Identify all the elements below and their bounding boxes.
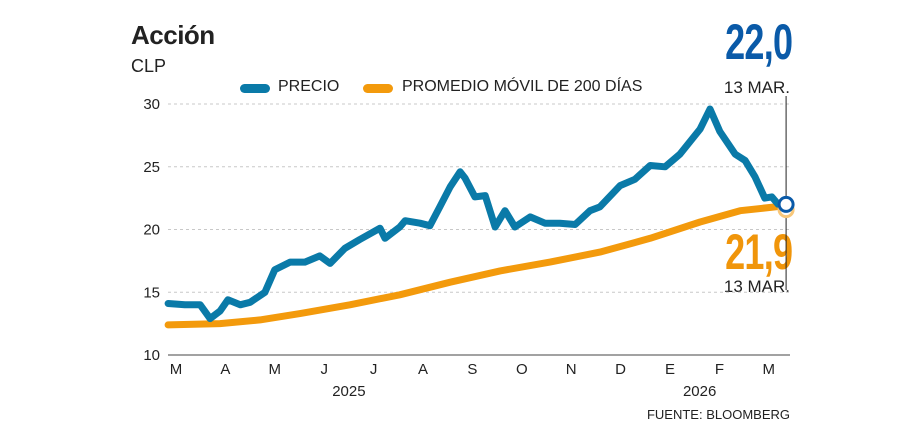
x-tick-label: F [715, 361, 724, 378]
last-price-date: 13 MAR. [723, 78, 790, 97]
y-tick-label: 30 [143, 96, 160, 113]
x-tick-label: M [269, 361, 282, 378]
chart-title: Acción [131, 20, 215, 50]
price-line [164, 105, 790, 323]
y-tick-label: 10 [143, 347, 160, 364]
x-tick-label: E [665, 361, 675, 378]
x-tick-label: O [516, 361, 528, 378]
last-ma-value: 21,9 [724, 224, 793, 280]
year-label: 2026 [683, 383, 716, 400]
price-end-marker [777, 195, 795, 213]
legend-label-ma: PROMEDIO MÓVIL DE 200 DÍAS [402, 78, 643, 95]
y-tick-label: 15 [143, 284, 160, 301]
x-tick-label: A [220, 361, 230, 378]
x-tick-label: A [418, 361, 428, 378]
x-tick-label: N [566, 361, 577, 378]
y-tick-label: 25 [143, 159, 160, 176]
last-price-value: 22,0 [724, 14, 793, 70]
y-tick-label: 20 [143, 222, 160, 239]
year-label: 2025 [332, 383, 365, 400]
x-tick-label: D [615, 361, 626, 378]
x-tick-label: M [170, 361, 183, 378]
legend-swatch-price [240, 84, 270, 93]
x-tick-label: M [763, 361, 776, 378]
legend-swatch-ma [363, 84, 393, 93]
ma-line [164, 202, 790, 329]
x-tick-label: J [370, 361, 378, 378]
unit-label: CLP [131, 56, 167, 76]
x-tick-label: J [320, 361, 328, 378]
source-note: FUENTE: BLOOMBERG [646, 407, 790, 422]
legend-label-price: PRECIO [278, 78, 340, 95]
x-tick-label: S [467, 361, 477, 378]
last-ma-date: 13 MAR. [723, 277, 790, 296]
